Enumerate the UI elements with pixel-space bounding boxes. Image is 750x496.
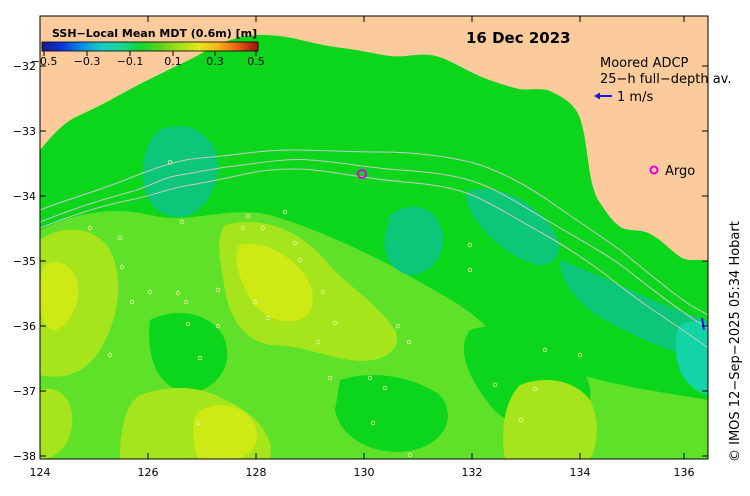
adcp-legend: Moored ADCP 25−h full−depth av. 1 m/s (594, 56, 732, 105)
credit-text: © IMOS 12−Sep−2025 05:34 Hobart (728, 221, 743, 462)
colorbar-bar (41, 41, 259, 52)
isobath-contour-inner (40, 168, 708, 349)
argo-legend-label: Argo (665, 164, 695, 179)
lon-label: 134 (570, 466, 591, 479)
float-dot (518, 417, 524, 423)
float-dot (129, 299, 135, 305)
float-dot (185, 321, 191, 327)
adcp-legend-title: Moored ADCP (600, 56, 689, 71)
ssh-field-teal-north (143, 126, 219, 218)
float-dot (240, 225, 246, 231)
float-dot (245, 213, 251, 219)
float-dot (260, 225, 266, 231)
float-dot (367, 375, 373, 381)
float-dot (382, 385, 388, 391)
colorbar-tick-label: −0.1 (117, 55, 144, 68)
float-dot (282, 209, 288, 215)
isobath-contour-outer (40, 159, 708, 329)
float-dot (332, 320, 338, 326)
ssh-field-teal-coast (560, 260, 708, 360)
colorbar-tick-label: 0.5 (247, 55, 265, 68)
float-dot (215, 287, 221, 293)
float-dot (215, 323, 221, 329)
float-dot (320, 289, 326, 295)
lon-label: 132 (462, 466, 483, 479)
colorbar-tick-label: 0.1 (164, 55, 182, 68)
float-dot (107, 352, 113, 358)
colorbar-ticks (43, 51, 257, 56)
adcp-legend-subtitle: 25−h full−depth av. (600, 72, 732, 87)
float-dot (292, 240, 298, 246)
float-dot (195, 420, 201, 426)
float-dot (492, 382, 498, 388)
float-dot (265, 315, 271, 321)
float-dot (117, 235, 123, 241)
ssh-field-teal-east (466, 189, 559, 265)
lon-label: 130 (354, 466, 375, 479)
colorbar: SSH−Local Mean MDT (0.6m) [m] −0.5 −0.3 … (31, 27, 265, 68)
lon-label: 128 (246, 466, 267, 479)
float-markers (87, 159, 583, 458)
float-dot (542, 347, 548, 353)
adcp-scale-arrowhead (594, 92, 600, 100)
isobath-contour-shelf (40, 149, 708, 316)
ssh-field-yellow-south (193, 405, 258, 459)
ssh-field-teal-central (384, 206, 444, 275)
argo-float-marker (357, 169, 367, 179)
lat-label: −38 (13, 450, 36, 463)
land-australia (40, 16, 708, 262)
colorbar-tick-label: 0.3 (206, 55, 224, 68)
colorbar-tick-label: −0.5 (31, 55, 58, 68)
adcp-vector-marker (701, 317, 705, 331)
latitude-axis: −32 −33 −34 −35 −36 −37 −38 (13, 60, 708, 463)
float-dot (175, 290, 181, 296)
colorbar-tick-label: −0.3 (74, 55, 101, 68)
float-dot (327, 375, 333, 381)
lon-label: 136 (674, 466, 695, 479)
adcp-scale-label: 1 m/s (617, 90, 653, 105)
float-dot (167, 159, 173, 165)
argo-legend: Argo (649, 164, 695, 179)
float-dot (395, 323, 401, 329)
ssh-field-green-patch-south (335, 375, 448, 452)
float-dot (197, 355, 203, 361)
ssh-field-yellow-west (40, 262, 79, 330)
longitude-axis: 124 126 128 130 132 134 136 (30, 16, 695, 479)
argo-legend-marker (649, 165, 659, 175)
ssh-field-cyan-core (675, 320, 708, 395)
ssh-field-lime-southwest-edge (40, 388, 73, 459)
lat-label: −36 (13, 320, 36, 333)
float-dot (315, 339, 321, 345)
ssh-field-lime-southeast (503, 380, 597, 459)
lon-label: 124 (30, 466, 51, 479)
float-dot (577, 352, 583, 358)
float-dot (119, 264, 125, 270)
lat-label: −32 (13, 60, 36, 73)
float-dot (370, 420, 376, 426)
float-dot (147, 289, 153, 295)
float-dot (252, 299, 258, 305)
lat-label: −33 (13, 125, 36, 138)
float-dot (532, 386, 538, 392)
float-dot (87, 225, 93, 231)
lat-label: −34 (13, 190, 36, 203)
map-plot-area (40, 16, 708, 459)
ssh-field-green-patch-west (149, 312, 228, 393)
ssh-field-yellow-central (236, 244, 314, 322)
lat-label: −37 (13, 385, 36, 398)
lat-label: −35 (13, 255, 36, 268)
float-dot (179, 219, 185, 225)
float-dot (467, 242, 473, 248)
colorbar-title: SSH−Local Mean MDT (0.6m) [m] (52, 27, 257, 40)
map-date: 16 Dec 2023 (466, 29, 571, 47)
float-dot (467, 267, 473, 273)
float-dot (407, 452, 413, 458)
float-dot (406, 339, 412, 345)
float-dot (183, 299, 189, 305)
plot-frame (39, 15, 709, 460)
lon-label: 126 (138, 466, 159, 479)
float-dot (297, 257, 303, 263)
